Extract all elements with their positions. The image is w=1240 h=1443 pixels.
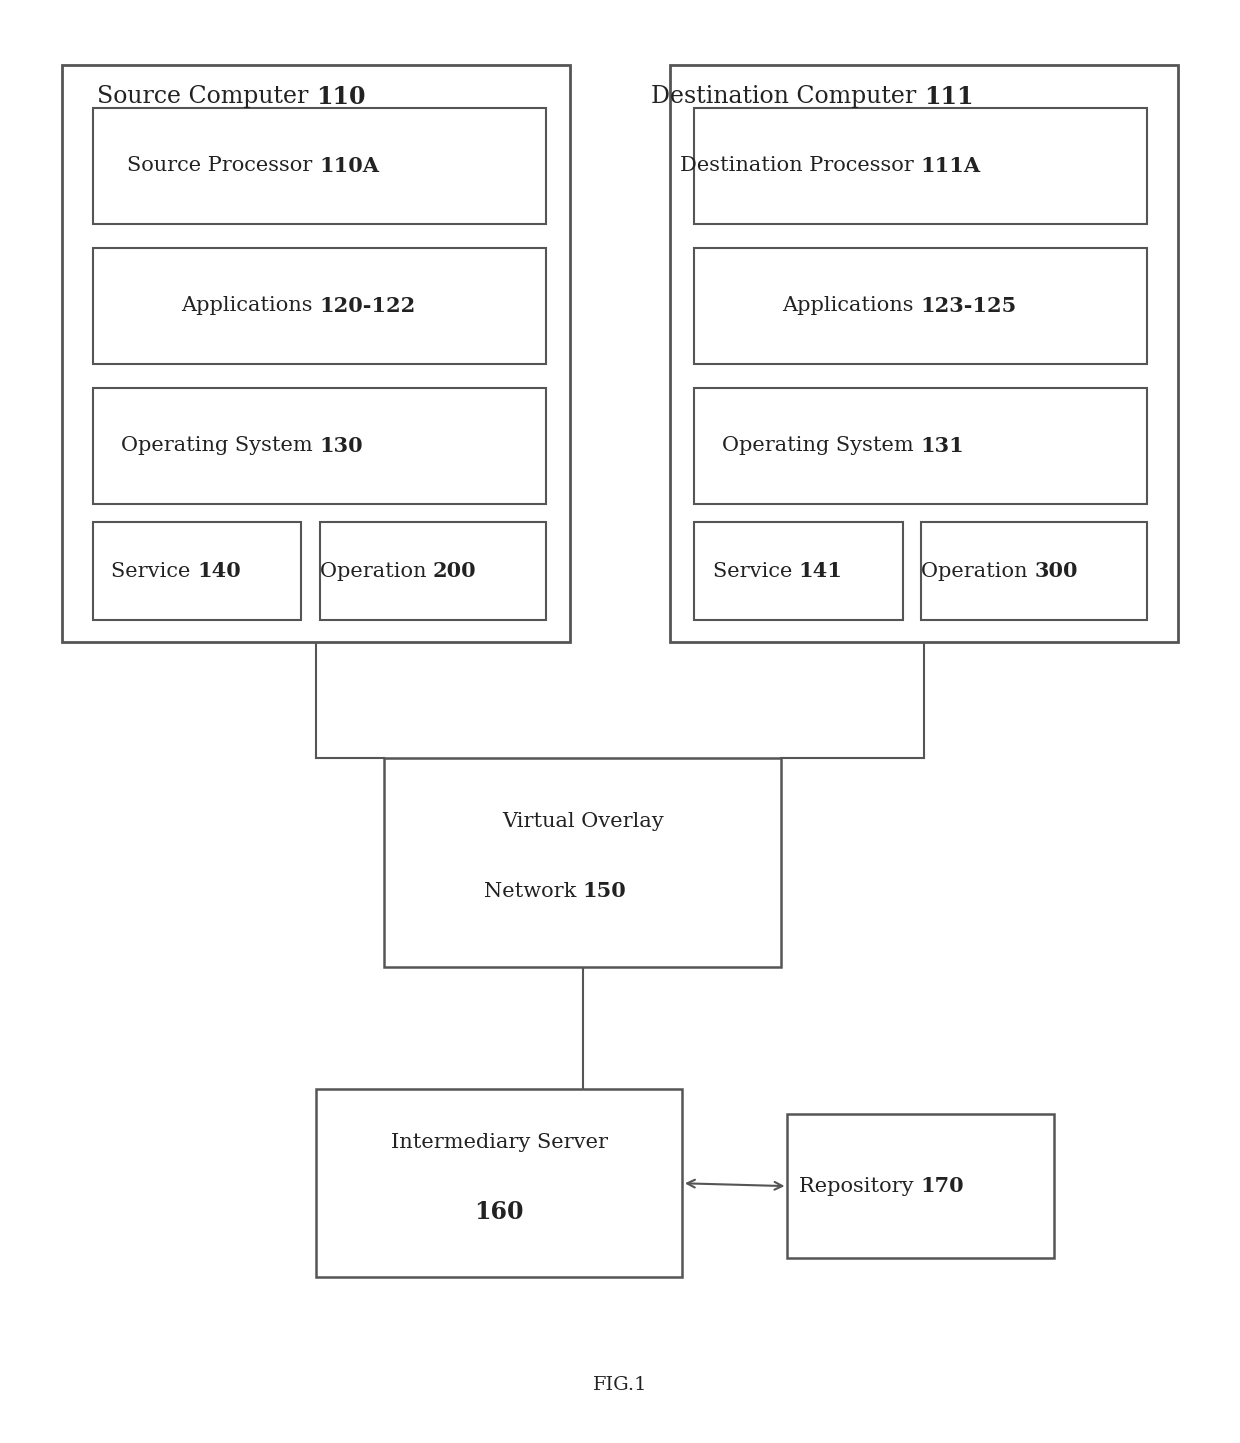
Text: 110A: 110A bbox=[320, 156, 379, 176]
Bar bbox=[93, 248, 546, 364]
Text: Intermediary Server: Intermediary Server bbox=[391, 1133, 608, 1153]
Text: Source Computer: Source Computer bbox=[97, 85, 316, 108]
Text: 123-125: 123-125 bbox=[920, 296, 1017, 316]
Text: 160: 160 bbox=[475, 1201, 523, 1224]
Bar bbox=[921, 522, 1147, 620]
Text: Destination Computer: Destination Computer bbox=[651, 85, 924, 108]
Bar bbox=[316, 1089, 682, 1277]
Text: Source Processor: Source Processor bbox=[128, 156, 320, 176]
Text: 200: 200 bbox=[433, 561, 476, 582]
Text: Applications: Applications bbox=[181, 296, 320, 316]
Bar bbox=[694, 388, 1147, 504]
Text: 111A: 111A bbox=[920, 156, 981, 176]
Text: Virtual Overlay: Virtual Overlay bbox=[502, 812, 663, 831]
Bar bbox=[320, 522, 546, 620]
Bar bbox=[694, 522, 903, 620]
Bar bbox=[384, 758, 781, 967]
Bar bbox=[694, 108, 1147, 224]
Text: Network: Network bbox=[484, 882, 583, 900]
Bar bbox=[93, 522, 301, 620]
Text: 111: 111 bbox=[924, 85, 973, 108]
Text: Operating System: Operating System bbox=[723, 436, 920, 456]
Text: 150: 150 bbox=[583, 882, 626, 900]
Text: Operating System: Operating System bbox=[122, 436, 320, 456]
Text: FIG.1: FIG.1 bbox=[593, 1377, 647, 1394]
Text: Service: Service bbox=[713, 561, 799, 582]
Bar bbox=[670, 65, 1178, 642]
Text: Operation: Operation bbox=[921, 561, 1034, 582]
Text: 110: 110 bbox=[316, 85, 366, 108]
Text: Operation: Operation bbox=[320, 561, 433, 582]
Bar bbox=[62, 65, 570, 642]
Text: 300: 300 bbox=[1034, 561, 1078, 582]
Text: 141: 141 bbox=[799, 561, 842, 582]
Bar bbox=[93, 108, 546, 224]
Text: 170: 170 bbox=[920, 1176, 965, 1196]
Bar bbox=[694, 248, 1147, 364]
Text: Service: Service bbox=[112, 561, 197, 582]
Bar bbox=[787, 1114, 1054, 1258]
Text: 131: 131 bbox=[920, 436, 965, 456]
Text: 120-122: 120-122 bbox=[320, 296, 415, 316]
Text: 140: 140 bbox=[197, 561, 241, 582]
Text: Destination Processor: Destination Processor bbox=[681, 156, 920, 176]
Text: Applications: Applications bbox=[782, 296, 920, 316]
Text: 130: 130 bbox=[320, 436, 363, 456]
Bar bbox=[93, 388, 546, 504]
Text: Repository: Repository bbox=[800, 1176, 920, 1196]
